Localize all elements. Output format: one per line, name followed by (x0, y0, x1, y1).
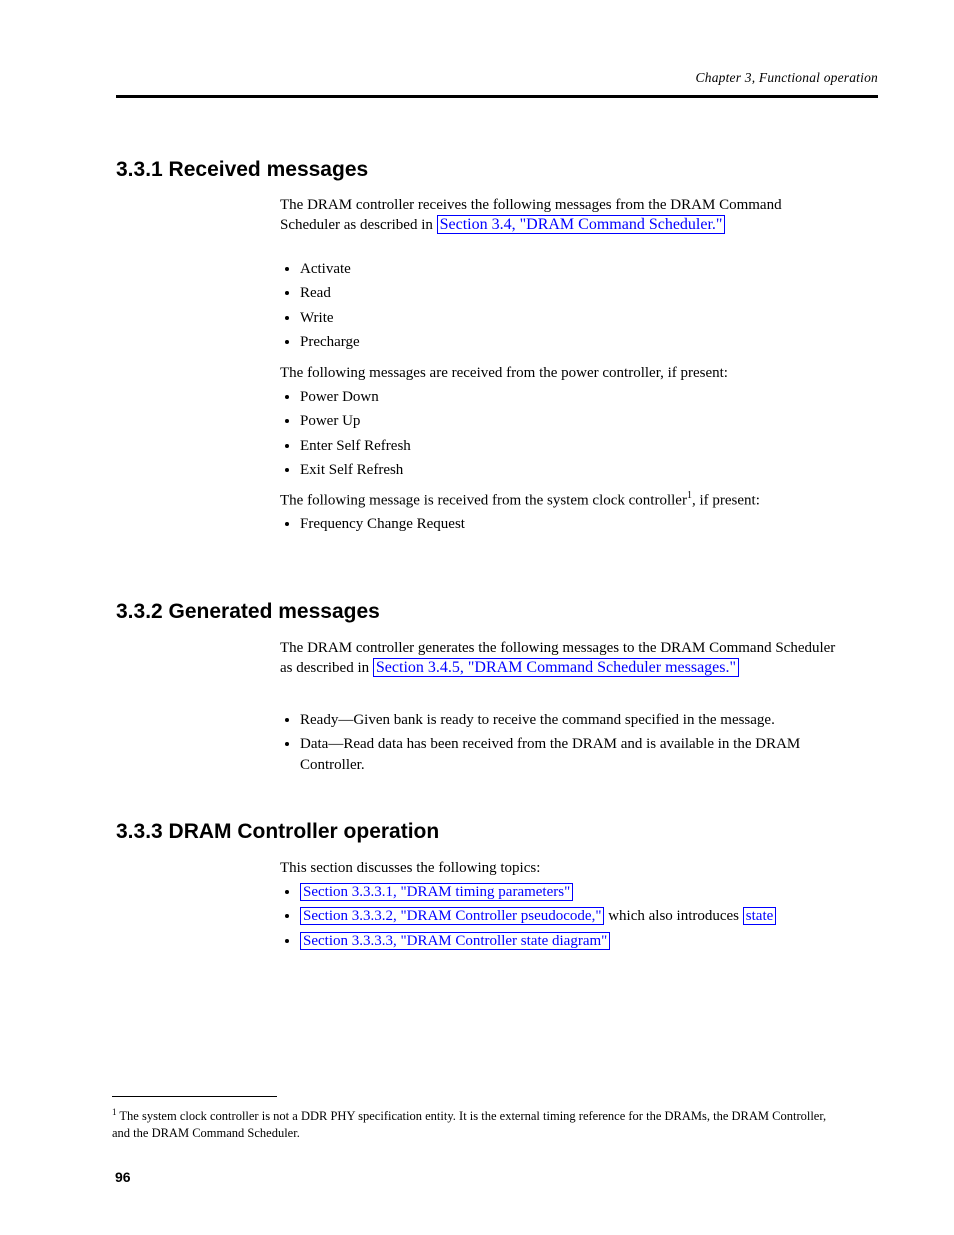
link-section-3-3-3-2[interactable]: Section 3.3.3.2, "DRAM Controller pseudo… (300, 907, 604, 925)
page: Chapter 3, Functional operation 3.3.1 Re… (0, 0, 954, 1235)
footnote: 1 The system clock controller is not a D… (112, 1106, 840, 1142)
section3-lead-text: This section discusses the following top… (280, 860, 540, 876)
bullet-link-3-3-3-3: Section 3.3.3.3, "DRAM Controller state … (300, 931, 860, 951)
section-heading-generated-messages: 3.3.2 Generated messages (116, 600, 380, 624)
bullet-enter-self-refresh: Enter Self Refresh (300, 436, 860, 456)
section1-mid2-part2: , if present: (692, 492, 760, 508)
bullet-precharge: Precharge (300, 332, 860, 352)
section-heading-dram-controller-operation: 3.3.3 DRAM Controller operation (116, 820, 439, 844)
section1-mid1: The following messages are received from… (280, 363, 840, 383)
bullet-read: Read (300, 283, 860, 303)
section3-bullets: Section 3.3.3.1, "DRAM timing parameters… (280, 882, 860, 955)
link-section-3-4-5[interactable]: Section 3.4.5, "DRAM Command Scheduler m… (373, 658, 739, 677)
bullet-ready: Ready—Given bank is ready to receive the… (300, 710, 860, 730)
bullet-power-down: Power Down (300, 387, 860, 407)
bullet-frequency-change-request: Frequency Change Request (300, 514, 860, 534)
link-section-3-4[interactable]: Section 3.4, "DRAM Command Scheduler." (437, 215, 726, 234)
bullet-link-3-3-3-1: Section 3.3.3.1, "DRAM timing parameters… (300, 882, 860, 902)
link-state[interactable]: state (743, 907, 777, 925)
bullet-data: Data—Read data has been received from th… (300, 734, 860, 775)
section1-bullets-a: Activate Read Write Precharge (280, 259, 860, 356)
bullet-activate: Activate (300, 259, 860, 279)
section2-bullets: Ready—Given bank is ready to receive the… (280, 710, 860, 779)
bullet-write: Write (300, 308, 860, 328)
bullet-link-3-3-3-2: Section 3.3.3.2, "DRAM Controller pseudo… (300, 906, 860, 926)
footnote-rule (112, 1096, 277, 1097)
footnote-text: The system clock controller is not a DDR… (112, 1109, 826, 1140)
section-heading-received-messages: 3.3.1 Received messages (116, 158, 368, 182)
section1-lead: The DRAM controller receives the followi… (280, 195, 840, 236)
section1-bullets-c: Frequency Change Request (280, 514, 860, 538)
page-number: 96 (115, 1169, 131, 1185)
section1-mid1-text: The following messages are received from… (280, 365, 728, 381)
section1-bullets-b: Power Down Power Up Enter Self Refresh E… (280, 387, 860, 484)
section3-lead: This section discusses the following top… (280, 858, 840, 878)
footnote-marker: 1 (112, 1107, 117, 1117)
link-section-3-3-3-1[interactable]: Section 3.3.3.1, "DRAM timing parameters… (300, 883, 573, 901)
bullet-3-3-3-2-tail: which also introduces (604, 908, 742, 924)
link-section-3-3-3-3[interactable]: Section 3.3.3.3, "DRAM Controller state … (300, 932, 610, 950)
bullet-exit-self-refresh: Exit Self Refresh (300, 460, 860, 480)
section1-mid2-part1: The following message is received from t… (280, 492, 687, 508)
header-chapter: Chapter 3, Functional operation (696, 70, 878, 86)
section2-lead: The DRAM controller generates the follow… (280, 638, 840, 679)
header-rule (116, 95, 878, 98)
bullet-power-up: Power Up (300, 411, 860, 431)
section1-mid2: The following message is received from t… (280, 490, 840, 511)
